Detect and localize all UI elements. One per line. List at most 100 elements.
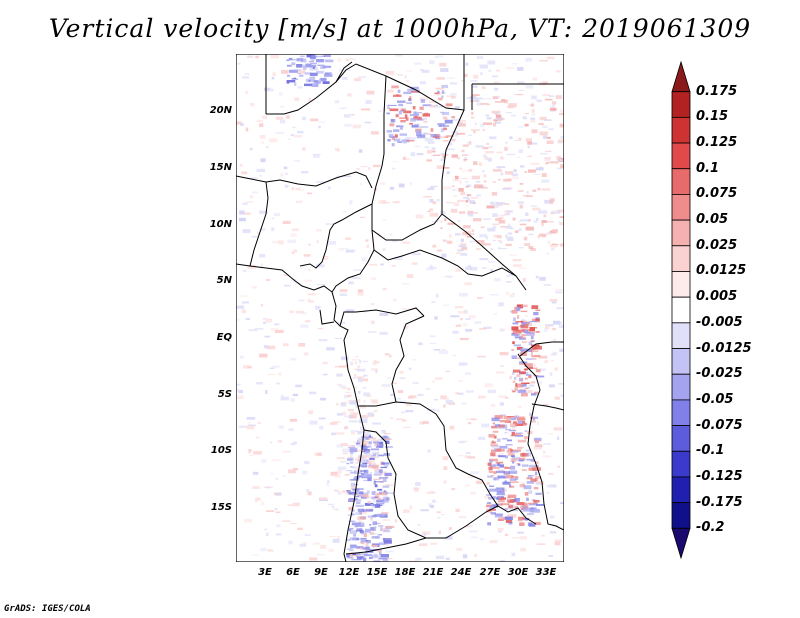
field-speckle (445, 400, 453, 404)
field-speckle (371, 555, 381, 558)
field-speckle (504, 466, 507, 468)
field-speckle (381, 429, 386, 434)
field-speckle (401, 419, 407, 422)
field-speckle (434, 399, 439, 401)
field-speckle (277, 372, 282, 376)
field-speckle (266, 510, 275, 512)
field-speckle (550, 354, 555, 356)
field-speckle (427, 449, 431, 453)
field-speckle (363, 374, 368, 377)
field-speckle (301, 58, 307, 63)
lat-label-5n: 5N (216, 275, 232, 286)
field-speckle (354, 386, 357, 388)
field-speckle (357, 546, 364, 548)
field-speckle (318, 125, 321, 129)
field-speckle (290, 134, 294, 136)
field-speckle (390, 417, 394, 419)
field-speckle (526, 349, 533, 352)
field-speckle (543, 443, 551, 445)
field-speckle (536, 504, 544, 506)
field-speckle (465, 390, 474, 393)
field-speckle (381, 199, 387, 204)
field-speckle (451, 487, 456, 491)
field-speckle (510, 449, 513, 453)
field-speckle (457, 455, 464, 457)
field-speckle (238, 425, 247, 428)
field-speckle (534, 478, 538, 482)
field-speckle (557, 465, 560, 468)
field-speckle (349, 400, 357, 405)
field-speckle (374, 468, 379, 472)
field-speckle (347, 399, 357, 401)
field-speckle (274, 329, 284, 333)
field-speckle (406, 102, 412, 104)
field-speckle (308, 300, 314, 303)
field-speckle (307, 298, 311, 302)
field-speckle (460, 80, 464, 82)
field-speckle (375, 446, 384, 448)
field-speckle (511, 310, 518, 314)
field-speckle (393, 298, 397, 302)
field-speckle (521, 453, 525, 455)
field-speckle (406, 140, 415, 142)
field-speckle (434, 92, 440, 95)
colorbar-bin (671, 219, 691, 247)
field-speckle (313, 542, 320, 545)
field-speckle (528, 503, 538, 506)
field-speckle (334, 100, 340, 104)
field-speckle (355, 355, 359, 358)
field-speckle (557, 209, 564, 213)
field-speckle (514, 377, 517, 380)
field-speckle (485, 236, 488, 240)
field-speckle (452, 330, 459, 334)
field-speckle (552, 229, 558, 233)
field-speckle (368, 263, 378, 266)
field-speckle (538, 355, 548, 359)
field-speckle (532, 207, 541, 211)
field-speckle (305, 78, 315, 83)
field-speckle (529, 412, 532, 417)
field-speckle (530, 117, 536, 121)
field-speckle (528, 366, 533, 369)
field-speckle (474, 122, 477, 125)
field-speckle (555, 95, 562, 99)
field-speckle (521, 337, 525, 340)
field-speckle (498, 113, 501, 115)
field-speckle (339, 68, 343, 72)
field-speckle (275, 116, 284, 120)
field-speckle (365, 542, 369, 546)
field-speckle (320, 544, 327, 549)
field-speckle (489, 458, 498, 462)
field-speckle (419, 421, 424, 425)
field-speckle (287, 504, 296, 507)
field-speckle (377, 498, 382, 501)
field-speckle (554, 396, 560, 400)
field-speckle (526, 191, 529, 194)
field-speckle (378, 551, 382, 556)
field-speckle (290, 523, 297, 525)
field-speckle (357, 399, 361, 403)
colorbar-bin (671, 245, 691, 272)
field-speckle (303, 542, 307, 546)
field-speckle (370, 517, 373, 521)
field-speckle (287, 64, 292, 67)
field-speckle (349, 530, 357, 534)
field-speckle (528, 490, 533, 494)
field-speckle (412, 252, 421, 256)
field-speckle (516, 304, 523, 309)
field-speckle (360, 108, 370, 111)
colorbar-level-label: -0.025 (696, 366, 743, 382)
field-speckle (318, 339, 328, 342)
field-speckle (378, 525, 384, 527)
field-speckle (365, 549, 370, 552)
field-speckle (525, 449, 531, 452)
field-speckle (520, 548, 526, 552)
field-speckle (545, 325, 550, 329)
field-speckle (433, 154, 441, 156)
field-speckle (349, 200, 353, 205)
field-speckle (435, 87, 445, 90)
field-speckle (514, 336, 522, 339)
field-speckle (442, 167, 450, 169)
field-speckle (296, 130, 304, 134)
field-speckle (429, 212, 439, 217)
